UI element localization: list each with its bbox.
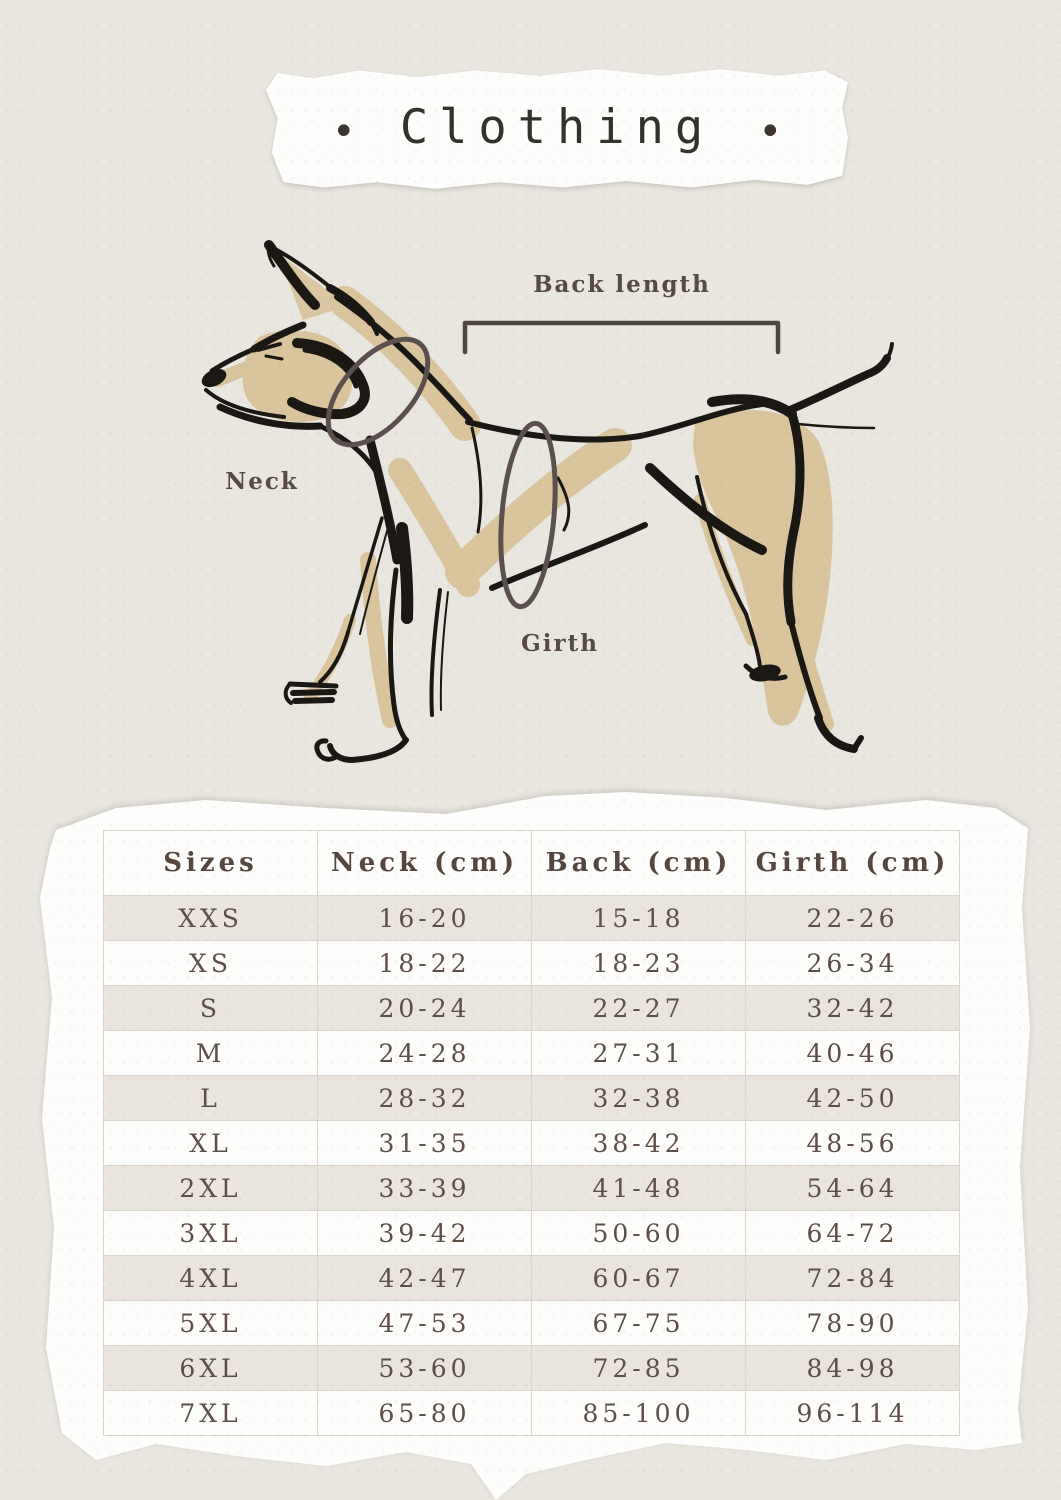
- table-cell: 53-60: [317, 1345, 532, 1391]
- table-cell: 18-23: [531, 940, 746, 986]
- table-cell: 6XL: [103, 1345, 318, 1391]
- table-cell: 96-114: [745, 1390, 960, 1436]
- table-cell: M: [103, 1030, 318, 1076]
- table-cell: 16-20: [317, 895, 532, 941]
- table-cell: 7XL: [103, 1390, 318, 1436]
- table-cell: 32-42: [745, 985, 960, 1031]
- back-length-bracket: [462, 320, 781, 355]
- table-cell: 2XL: [103, 1165, 318, 1211]
- table-cell: 72-85: [531, 1345, 746, 1391]
- table-row: 6XL 53-60 72-85 84-98: [103, 1345, 960, 1391]
- table-cell: 18-22: [317, 940, 532, 986]
- table-cell: 85-100: [531, 1390, 746, 1436]
- column-header-sizes: Sizes: [103, 830, 318, 896]
- neck-measure-loop: [325, 336, 431, 448]
- table-cell: 39-42: [317, 1210, 532, 1256]
- girth-label: Girth: [521, 630, 599, 657]
- table-cell: 38-42: [531, 1120, 746, 1166]
- size-table-header: Sizes Neck (cm) Back (cm) Girth (cm): [103, 830, 960, 896]
- neck-label: Neck: [225, 468, 299, 495]
- table-cell: 28-32: [317, 1075, 532, 1121]
- table-cell: 15-18: [531, 895, 746, 941]
- table-cell: L: [103, 1075, 318, 1121]
- page-title: Clothing: [399, 99, 715, 155]
- measurement-loops: [325, 336, 558, 610]
- table-cell: 22-27: [531, 985, 746, 1031]
- table-cell: 84-98: [745, 1345, 960, 1391]
- size-table: Sizes Neck (cm) Back (cm) Girth (cm) XXS…: [103, 830, 960, 1436]
- table-cell: 72-84: [745, 1255, 960, 1301]
- size-table-body: XXS 16-20 15-18 22-26 XS 18-22 18-23 26-…: [103, 895, 960, 1436]
- size-table-card: Sizes Neck (cm) Back (cm) Girth (cm) XXS…: [26, 788, 1036, 1500]
- table-row: 2XL 33-39 41-48 54-64: [103, 1165, 960, 1211]
- table-cell: 31-35: [317, 1120, 532, 1166]
- column-header-back: Back (cm): [531, 830, 746, 896]
- table-cell: 42-47: [317, 1255, 532, 1301]
- dog-ink-strokes: [201, 240, 894, 763]
- table-cell: 41-48: [531, 1165, 746, 1211]
- table-cell: 50-60: [531, 1210, 746, 1256]
- table-cell: 3XL: [103, 1210, 318, 1256]
- table-row: M 24-28 27-31 40-46: [103, 1030, 960, 1076]
- column-header-neck: Neck (cm): [317, 830, 532, 896]
- title-banner-paper: • Clothing •: [266, 69, 848, 189]
- table-cell: 4XL: [103, 1255, 318, 1301]
- table-cell: 42-50: [745, 1075, 960, 1121]
- table-row: XS 18-22 18-23 26-34: [103, 940, 960, 986]
- table-cell: 22-26: [745, 895, 960, 941]
- table-row: 5XL 47-53 67-75 78-90: [103, 1300, 960, 1346]
- table-cell: XXS: [103, 895, 318, 941]
- table-cell: 20-24: [317, 985, 532, 1031]
- girth-measure-loop: [498, 420, 558, 610]
- table-row: L 28-32 32-38 42-50: [103, 1075, 960, 1121]
- table-cell: XL: [103, 1120, 318, 1166]
- table-cell: 24-28: [317, 1030, 532, 1076]
- table-cell: 64-72: [745, 1210, 960, 1256]
- table-row: S 20-24 22-27 32-42: [103, 985, 960, 1031]
- table-cell: 40-46: [745, 1030, 960, 1076]
- header-row: Sizes Neck (cm) Back (cm) Girth (cm): [103, 830, 960, 896]
- column-header-girth: Girth (cm): [745, 830, 960, 896]
- table-row: 4XL 42-47 60-67 72-84: [103, 1255, 960, 1301]
- table-cell: 67-75: [531, 1300, 746, 1346]
- table-cell: 65-80: [317, 1390, 532, 1436]
- title-banner: • Clothing •: [266, 64, 848, 194]
- table-cell: S: [103, 985, 318, 1031]
- table-cell: 47-53: [317, 1300, 532, 1346]
- table-cell: 60-67: [531, 1255, 746, 1301]
- table-row: 3XL 39-42 50-60 64-72: [103, 1210, 960, 1256]
- table-cell: 33-39: [317, 1165, 532, 1211]
- table-row: 7XL 65-80 85-100 96-114: [103, 1390, 960, 1436]
- table-row: XXS 16-20 15-18 22-26: [103, 895, 960, 941]
- table-cell: 27-31: [531, 1030, 746, 1076]
- table-cell: 48-56: [745, 1120, 960, 1166]
- table-cell: 5XL: [103, 1300, 318, 1346]
- table-row: XL 31-35 38-42 48-56: [103, 1120, 960, 1166]
- table-cell: 26-34: [745, 940, 960, 986]
- back-length-label: Back length: [533, 271, 711, 298]
- table-cell: 32-38: [531, 1075, 746, 1121]
- table-cell: XS: [103, 940, 318, 986]
- table-cell: 78-90: [745, 1300, 960, 1346]
- table-cell: 54-64: [745, 1165, 960, 1211]
